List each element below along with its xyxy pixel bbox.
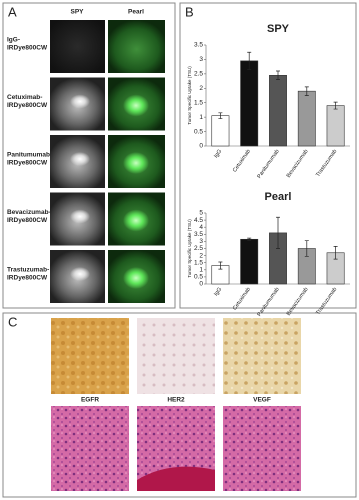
ihc-image [223, 318, 301, 394]
histology: EGFR HER2 VEGF [51, 318, 301, 491]
bar [211, 115, 230, 147]
stain-label: EGFR [81, 397, 99, 404]
error-bar [304, 240, 309, 257]
spy-signal [70, 209, 90, 224]
y-tick-label: 2 [199, 85, 203, 92]
row-label: IRDye800CW [7, 45, 48, 52]
y-tick-label: 3.5 [194, 42, 203, 49]
column-header: SPY [70, 9, 84, 16]
error-bar [247, 237, 252, 241]
error-bar [218, 112, 223, 119]
y-tick-label: 4 [199, 224, 203, 231]
x-tick-label: Bevacizumab [286, 149, 310, 179]
panel-label: C [8, 314, 17, 329]
ihc-image [51, 318, 129, 394]
error-bar [276, 216, 280, 249]
panel-label: B [185, 4, 194, 19]
stain-label: VEGF [253, 397, 271, 404]
y-tick-label: 2.5 [194, 71, 203, 78]
panel-c-frame [2, 312, 357, 498]
y-tick-label: 2 [199, 252, 203, 259]
x-tick-label: Panitumumab [256, 149, 280, 180]
x-tick-label: Trastuzumab [315, 287, 338, 317]
y-tick-label: 0.5 [194, 274, 203, 281]
y-tick-label: 0 [199, 281, 203, 288]
bar [240, 60, 259, 147]
x-tick-label: Trastuzumab [315, 149, 338, 179]
y-tick-label: 1 [199, 267, 203, 274]
spy-signal [70, 267, 90, 281]
pearl-signal [123, 94, 149, 117]
row-label: Trastuzumab- [7, 267, 49, 274]
bar [240, 238, 259, 285]
he-image [51, 406, 129, 491]
panel-b-frame [179, 2, 357, 309]
y-tick-label: 0 [199, 143, 203, 150]
he-vessel [137, 466, 215, 491]
y-tick-label: 1.5 [194, 99, 203, 106]
row-label: IRDye800CW [7, 160, 48, 167]
ihc-image [137, 318, 215, 394]
row-label: IgG- [7, 37, 20, 44]
stain-label: HER2 [167, 397, 185, 404]
x-tick-label: Cetuximab [232, 149, 252, 174]
error-bar [333, 101, 338, 110]
error-bar [218, 261, 223, 270]
y-axis-label: Tumor Specific Uptake (TSU) [187, 66, 192, 125]
y-tick-label: 3 [199, 238, 203, 245]
row-label: IRDye800CW [7, 217, 48, 224]
x-tick-label: IgG [213, 287, 223, 298]
row-label: Cetuximab- [7, 94, 42, 101]
error-bar [276, 70, 280, 80]
bar [269, 75, 287, 147]
spy-image [50, 20, 105, 73]
he-image [223, 406, 301, 491]
pearl-signal [123, 152, 149, 174]
y-tick-label: 3 [199, 56, 203, 63]
row-label: Bevacizumab- [7, 209, 51, 216]
y-tick-label: 5 [199, 210, 203, 217]
bar [326, 105, 345, 147]
spy-signal [70, 94, 90, 109]
error-bar [333, 246, 338, 260]
y-tick-label: 0.5 [194, 128, 203, 135]
chart-title: SPY [267, 23, 290, 35]
spy-signal [70, 152, 90, 166]
error-bar [304, 86, 309, 96]
pearl-signal [123, 267, 149, 289]
row-label: Panitumumab- [7, 152, 52, 159]
panel-a-frame [2, 2, 176, 309]
y-tick-label: 4.5 [194, 217, 203, 224]
column-header: Pearl [128, 9, 144, 16]
y-tick-label: 1 [199, 114, 203, 121]
y-axis-label: Tumor Specific Uptake (TSU) [187, 219, 192, 278]
x-tick-label: IgG [213, 149, 223, 160]
bar [297, 90, 316, 147]
row-label: IRDye800CW [7, 275, 48, 282]
y-tick-label: 2.5 [194, 245, 203, 252]
row-label: IRDye800CW [7, 102, 48, 109]
y-tick-label: 3.5 [194, 231, 203, 238]
pearl-signal [123, 209, 149, 232]
panel-label: A [8, 4, 17, 19]
x-tick-label: Bevacizumab [286, 287, 310, 317]
error-bar [247, 51, 252, 70]
y-tick-label: 1.5 [194, 259, 203, 266]
chart-title: Pearl [265, 191, 292, 203]
pearl-image [108, 20, 165, 73]
